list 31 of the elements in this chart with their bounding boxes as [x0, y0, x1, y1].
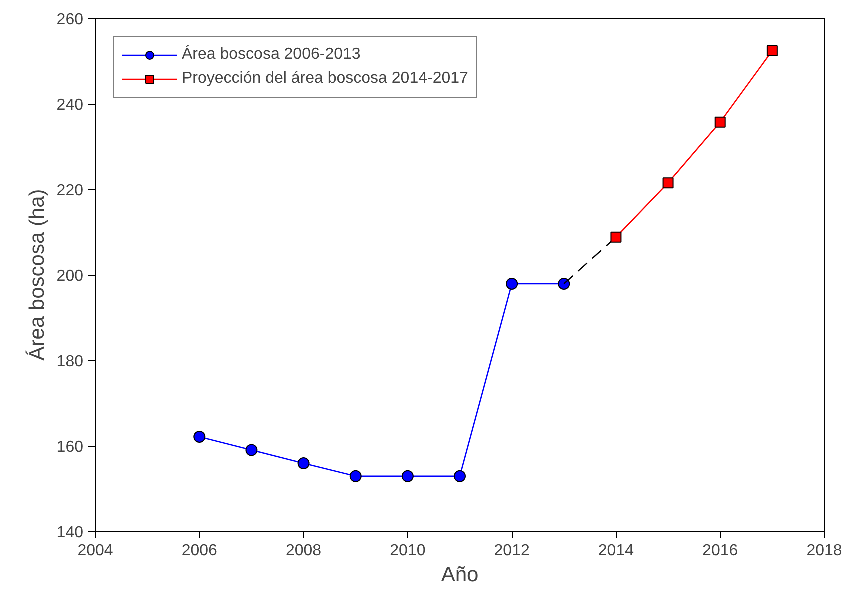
legend-label: Área boscosa 2006-2013: [182, 46, 361, 64]
point: [766, 45, 778, 56]
point: [298, 458, 310, 470]
point: [506, 278, 518, 290]
point: [402, 470, 414, 482]
x-tick-label: 2012: [494, 542, 530, 560]
y-axis-title: Área boscosa (ha): [24, 189, 49, 361]
point: [714, 116, 726, 128]
point: [194, 431, 206, 444]
y-tick-label: 200: [56, 268, 84, 285]
y-tick-label: 180: [56, 354, 84, 370]
x-tick-label: 2006: [182, 542, 218, 560]
x-tick-label: 2018: [806, 542, 842, 560]
point: [610, 232, 622, 243]
y-tick-label: 260: [56, 12, 84, 28]
point: [558, 278, 570, 290]
x-tick-label: 2010: [390, 542, 426, 560]
x-tick-label: 2004: [78, 542, 114, 560]
y-tick-label: 240: [56, 97, 84, 114]
x-tick-label: 2014: [598, 542, 634, 560]
point: [246, 444, 258, 456]
y-tick-label: 220: [56, 182, 84, 200]
y-tick-label: 140: [56, 524, 84, 542]
x-tick-label: 2008: [286, 542, 322, 560]
point: [662, 178, 674, 189]
point: [350, 470, 362, 482]
x-tick-label: 2016: [702, 542, 738, 560]
x-axis-title: Año: [441, 564, 479, 586]
y-tick-label: 160: [56, 439, 84, 456]
legend-label: Proyección del área boscosa 2014-2017: [182, 70, 468, 88]
point: [454, 470, 466, 482]
